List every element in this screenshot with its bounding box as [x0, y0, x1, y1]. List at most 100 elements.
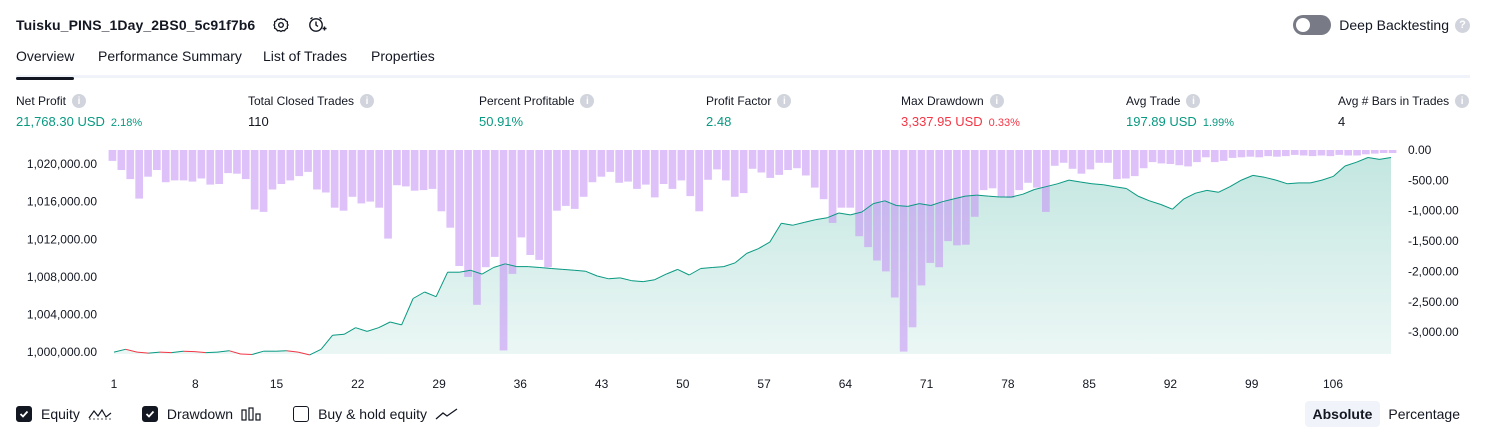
equity-line-segment	[1160, 204, 1173, 210]
y-right-tick-label: 0.00	[1408, 143, 1432, 157]
equity-line-segment	[769, 223, 782, 243]
equity-line-segment	[700, 267, 713, 269]
info-icon[interactable]: i	[580, 94, 595, 108]
equity-line-segment	[988, 195, 1000, 198]
drawdown-bar	[926, 150, 935, 263]
drawdown-bar	[802, 150, 810, 176]
equity-line-segment	[251, 350, 264, 355]
equity-line-segment	[608, 277, 621, 280]
equity-line-segment	[677, 268, 690, 276]
tab-performance-summary[interactable]: Performance Summary	[98, 48, 242, 64]
equity-line-segment	[861, 203, 874, 213]
equity-line-segment	[286, 350, 299, 353]
percentage-button[interactable]: Percentage	[1388, 406, 1460, 422]
drawdown-bar	[1299, 150, 1308, 156]
legend-equity[interactable]: Equity	[16, 406, 112, 422]
equity-line-segment	[401, 298, 414, 326]
tab-list-of-trades[interactable]: List of Trades	[263, 48, 348, 64]
info-icon[interactable]: i	[777, 94, 792, 108]
drawdown-bar	[161, 150, 170, 183]
equity-line-segment	[389, 321, 402, 326]
drawdown-bar	[917, 150, 926, 286]
drawdown-bar	[1059, 150, 1068, 163]
equity-checkbox[interactable]	[16, 406, 32, 422]
drawdown-bar	[1033, 150, 1041, 188]
equity-line-segment	[1287, 182, 1300, 185]
tab-overview[interactable]: Overview	[16, 48, 75, 80]
drawdown-bar	[1157, 150, 1166, 164]
buy-hold-checkbox[interactable]	[293, 406, 310, 422]
equity-line-segment	[654, 273, 667, 281]
equity-line-segment	[1149, 200, 1162, 205]
gear-icon[interactable]	[271, 15, 291, 35]
drawdown-bar	[1246, 150, 1255, 157]
equity-line-segment	[136, 351, 149, 354]
absolute-button[interactable]: Absolute	[1304, 401, 1381, 427]
drawdown-bar	[144, 150, 152, 177]
drawdown-bar	[722, 150, 730, 181]
add-alert-icon[interactable]	[307, 15, 327, 35]
tab-properties[interactable]: Properties	[371, 48, 435, 64]
equity-line-layer	[113, 157, 1392, 356]
equity-line-segment	[539, 267, 552, 269]
drawdown-bar	[1264, 150, 1272, 157]
info-icon[interactable]: i	[72, 94, 87, 108]
deep-backtesting-toggle[interactable]	[1293, 15, 1332, 35]
metric-value: 50.91%	[479, 114, 524, 129]
y-right-tick-label: -1,500.00	[1408, 234, 1459, 248]
drawdown-bar	[695, 150, 703, 212]
equity-line-segment	[1103, 184, 1115, 188]
equity-line-segment	[1229, 179, 1242, 188]
legend-drawdown[interactable]: Drawdown	[141, 406, 263, 422]
drawdown-bar	[766, 150, 775, 178]
drawdown-bar	[117, 150, 126, 170]
equity-line-segment	[1356, 157, 1369, 163]
drawdown-bar	[1273, 150, 1281, 157]
equity-line-segment	[1022, 189, 1035, 195]
equity-line-segment	[965, 194, 977, 197]
info-icon[interactable]: i	[1455, 94, 1470, 108]
metric-label: Max Drawdown	[901, 94, 984, 108]
drawdown-bar	[179, 150, 188, 181]
equity-line-segment	[194, 351, 207, 354]
drawdown-bar	[402, 150, 410, 187]
drawdown-bar	[988, 150, 997, 189]
equity-line-segment	[942, 198, 954, 203]
drawdown-checkbox[interactable]	[141, 406, 158, 422]
equity-line-segment	[666, 268, 678, 275]
equity-line-segment	[1275, 179, 1288, 185]
equity-drawdown-chart: 1,000,000.00 1,004,000.00 1,008,000.00 1,01…	[27, 143, 1459, 391]
x-tick-label: 1	[111, 377, 118, 391]
drawdown-bar	[295, 150, 303, 177]
equity-line-segment	[171, 350, 184, 354]
x-tick-label: 22	[351, 377, 365, 391]
equity-line-segment	[1091, 183, 1104, 186]
y-left-tick-label: 1,012,000.00	[27, 232, 97, 246]
equity-line-segment	[1241, 174, 1254, 181]
equity-line-segment	[481, 267, 494, 275]
drawdown-bar	[455, 150, 463, 266]
x-tick-label: 57	[757, 377, 771, 391]
x-tick-label: 15	[270, 377, 284, 391]
help-icon[interactable]: ?	[1455, 17, 1470, 33]
equity-line-segment	[712, 266, 724, 268]
equity-line-segment	[1252, 174, 1265, 178]
drawdown-bar	[1308, 150, 1317, 157]
legend-buy-hold-equity[interactable]: Buy & hold equity	[293, 406, 459, 422]
equity-line-segment	[309, 348, 322, 356]
info-icon[interactable]: i	[1186, 94, 1201, 108]
equity-line-segment	[355, 327, 368, 332]
drawdown-bar	[277, 150, 286, 184]
drawdown-bar	[535, 150, 543, 260]
info-icon[interactable]: i	[989, 94, 1004, 108]
metric-max-drawdown: Max Drawdown i 3,337.95 USD 0.33%	[901, 94, 1020, 129]
equity-line-segment	[873, 200, 885, 205]
equity-line-segment	[1195, 189, 1208, 194]
equity-line-segment	[585, 270, 598, 277]
drawdown-bar	[304, 150, 312, 172]
info-icon[interactable]: i	[360, 94, 375, 108]
drawdown-bar	[704, 150, 712, 180]
metric-percent-profitable: Percent Profitable i 50.91%	[479, 94, 595, 129]
drawdown-bar	[562, 150, 570, 206]
drawdown-bar	[1202, 150, 1210, 158]
